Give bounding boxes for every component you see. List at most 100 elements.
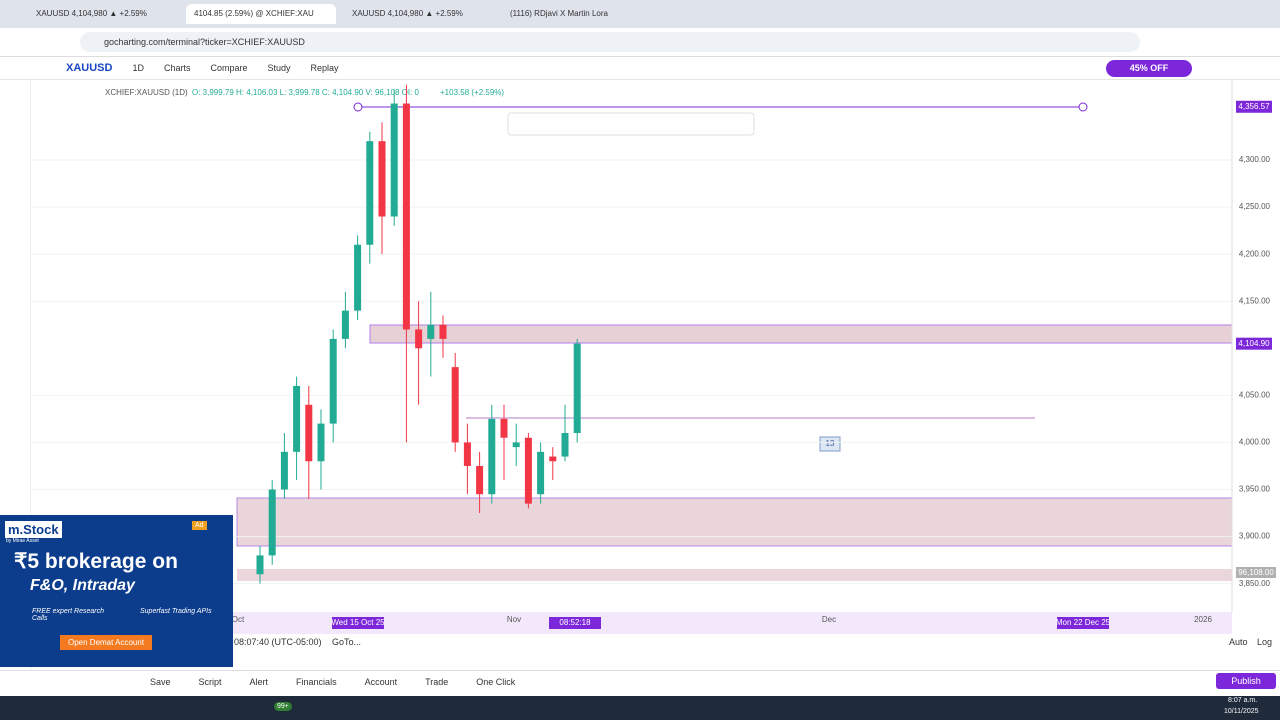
handle[interactable] — [353, 102, 363, 112]
price-badge-label: 4,356.57 — [1238, 102, 1270, 111]
y-tick-label: 4,200.00 — [1239, 249, 1271, 258]
y-tick-label: 3,900.00 — [1239, 532, 1271, 541]
tab[interactable]: XAUUSD 4,104,980 ▲ +2.59% — [352, 9, 463, 18]
tab[interactable]: (1116) RDjavi X Martin Lora — [510, 9, 608, 18]
ad-feat: FREE expert Research Calls — [32, 608, 104, 622]
candle-body — [451, 367, 459, 443]
candle-body — [415, 329, 423, 349]
y-tick-label: 3,850.00 — [1239, 579, 1271, 588]
candle — [573, 338, 581, 443]
count-label: 13 — [826, 439, 835, 448]
toolbar-item[interactable]: Replay — [310, 63, 339, 73]
time: 8:07 a.m. — [1228, 697, 1258, 704]
y-tick-label: 4,050.00 — [1239, 390, 1271, 399]
log[interactable]: Log — [1257, 637, 1273, 647]
candle-body — [390, 103, 398, 217]
candle-body — [561, 433, 569, 457]
zone — [237, 569, 1232, 581]
candle — [451, 353, 459, 452]
candle — [280, 433, 288, 499]
x-tick-label: 2026 — [1194, 615, 1212, 624]
candle — [439, 315, 447, 358]
legend-ohlc: O: 3,999.79 H: 4,106.03 L: 3,999.78 C: 4… — [192, 88, 420, 97]
bottom-item[interactable]: Save — [150, 676, 171, 687]
candle — [512, 423, 520, 466]
taskbar: 99+ 8:07 a.m. 10/11/2025 — [0, 696, 1280, 720]
candle — [341, 291, 349, 349]
candle — [402, 84, 410, 443]
bottom-item[interactable]: Account — [364, 676, 398, 687]
crosshair-badge — [549, 617, 601, 629]
x-tick-label: Nov — [507, 615, 521, 624]
candle — [366, 131, 374, 264]
candle-body — [329, 338, 337, 424]
handle[interactable] — [1078, 102, 1088, 112]
x-tick-label: Oct — [232, 615, 245, 624]
x-tick-label: Dec — [822, 615, 836, 624]
candle — [293, 376, 301, 481]
candle — [463, 423, 471, 495]
address-bar: gocharting.com/terminal?ticker=XCHIEF:XA… — [0, 28, 1280, 57]
publish[interactable]: Publish — [1216, 673, 1276, 689]
ad[interactable]: m.Stock by Mirae Asset Ad ₹5 brokerage o… — [0, 515, 233, 667]
candle — [268, 480, 276, 565]
crosshair-badge — [332, 617, 384, 629]
candle-body — [268, 489, 276, 556]
candle-body — [341, 310, 349, 339]
toolbar-item[interactable]: Study — [267, 63, 291, 73]
candle-body — [537, 451, 545, 495]
goto[interactable]: GoTo... — [332, 637, 362, 647]
ad-cta[interactable]: Open Demat Account — [60, 635, 153, 650]
tab[interactable]: XAUUSD 4,104,980 ▲ +2.59% — [36, 9, 147, 18]
candle — [305, 385, 313, 499]
bottom-item[interactable]: Script — [198, 676, 222, 687]
ad-sub: by Mirae Asset — [6, 538, 39, 544]
ad-line2: F&O, Intraday — [30, 577, 135, 594]
legend-change: +103.58 (+2.59%) — [440, 88, 504, 97]
auto[interactable]: Auto — [1229, 637, 1248, 647]
candle-body — [488, 418, 496, 495]
candle-body — [427, 324, 435, 339]
ad-line1: ₹5 brokerage on — [14, 550, 178, 573]
drawing-toolbar[interactable] — [507, 112, 755, 136]
candle — [549, 447, 557, 481]
bottom-item[interactable]: Financials — [296, 676, 337, 687]
y-tick-label: 4,150.00 — [1239, 296, 1271, 305]
candle-body — [500, 418, 508, 438]
y-tick-label: 4,300.00 — [1239, 155, 1271, 164]
toolbar-item[interactable]: Compare — [210, 63, 248, 73]
y-tick-label: 3,950.00 — [1239, 485, 1271, 494]
candle-body — [573, 343, 581, 434]
candle-body — [280, 451, 288, 490]
y-tick-label: 4,250.00 — [1239, 202, 1271, 211]
tab[interactable]: 4104.85 (2.59%) @ XCHIEF:XAU — [186, 4, 336, 24]
url[interactable]: gocharting.com/terminal?ticker=XCHIEF:XA… — [80, 32, 1140, 52]
candle — [488, 404, 496, 504]
candle-body — [366, 141, 374, 245]
candle — [390, 89, 398, 226]
bottom-item[interactable]: Trade — [425, 676, 449, 687]
toolbar-item[interactable]: Charts — [163, 63, 191, 73]
interval[interactable]: 1D — [132, 63, 144, 73]
tab-bar: XAUUSD 4,104,980 ▲ +2.59% 4104.85 (2.59%)… — [0, 0, 1280, 28]
candle-body — [256, 555, 264, 575]
candle — [354, 235, 362, 321]
price-badge — [1236, 337, 1272, 350]
bottom-item[interactable]: Alert — [249, 676, 269, 687]
bottom-item[interactable]: One Click — [476, 676, 516, 687]
candle-body — [317, 423, 325, 462]
candle — [476, 451, 484, 514]
symbol[interactable]: XAUUSD — [66, 62, 113, 74]
volume-label: 96,108.00 — [1238, 568, 1274, 577]
count-box — [819, 436, 841, 452]
crosshair-label: Mon 22 Dec 25 — [1056, 618, 1111, 627]
candle — [561, 404, 569, 462]
ad-tag: Ad — [192, 521, 207, 530]
candle — [427, 291, 435, 377]
badge: 99+ — [274, 702, 292, 711]
promo[interactable]: 45% OFF — [1106, 60, 1192, 77]
price-badge-label: 4,104.90 — [1238, 339, 1270, 348]
candle-body — [463, 442, 471, 466]
candle-body — [354, 244, 362, 311]
